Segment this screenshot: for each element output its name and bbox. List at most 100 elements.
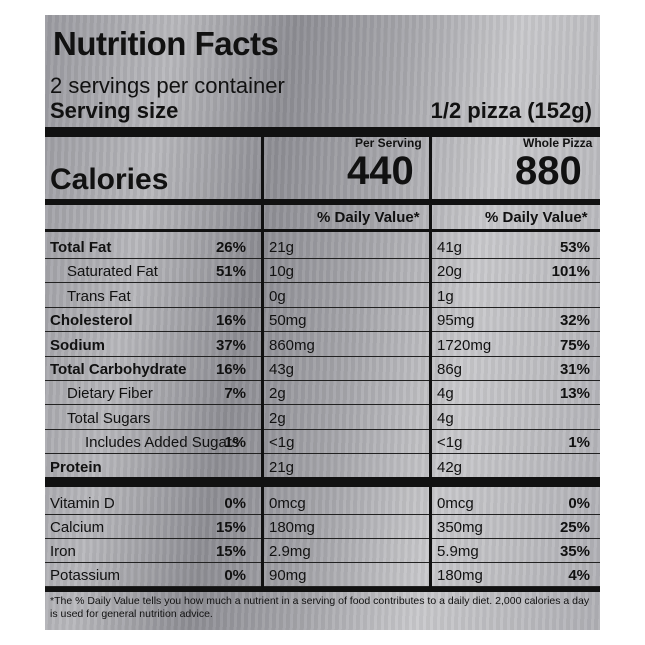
whole-amount: 350mg — [437, 519, 483, 536]
serving-daily-value: 0% — [224, 495, 246, 512]
nutrient-row: Dietary Fiber 2g 7% 4g 13% — [45, 381, 600, 406]
nutrient-name: Saturated Fat — [67, 263, 158, 281]
row-rule — [45, 428, 600, 430]
whole-amount: 1720mg — [437, 336, 492, 354]
dv-divider — [45, 229, 600, 232]
whole-daily-value: 75% — [559, 336, 590, 354]
whole-daily-value: 31% — [559, 361, 590, 378]
nutrient-row: Saturated Fat 10g 51% 20g 101% — [45, 259, 600, 284]
nutrient-row: Total Carbohydrate 43g 16% 86g 31% — [45, 357, 600, 381]
serving-amount: 2g — [269, 409, 286, 427]
row-rule — [45, 514, 600, 515]
nutrient-row: Total Fat 21g 26% 41g 53% — [45, 235, 600, 259]
whole-amount: 86g — [437, 361, 463, 378]
whole-amount: <1g — [437, 434, 463, 452]
whole-daily-value: 32% — [559, 312, 590, 330]
serving-daily-value: 0% — [224, 567, 246, 584]
nutrient-row: Protein 21g 42g — [45, 455, 600, 479]
nutrient-name: Sodium — [50, 336, 105, 354]
whole-amount: 4g — [437, 409, 454, 427]
whole-daily-value: 35% — [559, 543, 590, 560]
calories-label: Calories — [50, 163, 169, 196]
nutrient-name: Cholesterol — [50, 312, 133, 330]
serving-amount: 2.9mg — [269, 543, 311, 560]
serving-amount: <1g — [269, 434, 295, 452]
whole-pizza-header: Whole Pizza — [523, 136, 593, 150]
whole-daily-value: 4% — [568, 567, 590, 584]
thick-divider — [45, 127, 600, 137]
row-rule — [45, 562, 600, 563]
nutrient-row: Sodium 860mg 37% 1720mg 75% — [45, 333, 600, 357]
serving-daily-value: 7% — [224, 385, 246, 403]
whole-amount: 4g — [437, 385, 454, 403]
serving-daily-value: 26% — [215, 239, 246, 256]
row-rule — [45, 586, 600, 587]
servings-per-container: 2 servings per container — [50, 73, 285, 98]
nutrient-name: Dietary Fiber — [67, 385, 153, 403]
serving-amount: 43g — [269, 361, 295, 378]
serving-amount: 21g — [269, 458, 295, 476]
nutrient-row: Trans Fat 0g 1g — [45, 284, 600, 308]
vitamin-row: Calcium 180mg 15% 350mg 25% — [45, 515, 600, 539]
whole-amount: 20g — [437, 263, 463, 281]
whole-amount: 95mg — [437, 312, 475, 330]
row-rule — [45, 538, 600, 539]
nutrient-name: Protein — [50, 458, 102, 476]
vitamin-row: Vitamin D 0mcg 0% 0mcg 0% — [45, 491, 600, 515]
serving-amount: 2g — [269, 385, 286, 403]
whole-daily-value: 25% — [559, 519, 590, 536]
calories-per-serving: 440 — [347, 149, 414, 193]
nutrition-label: Nutrition Facts 2 servings per container… — [45, 15, 600, 630]
whole-daily-value: 13% — [559, 385, 590, 403]
nutrient-name: Iron — [50, 543, 76, 560]
whole-amount: 41g — [437, 239, 463, 256]
whole-daily-value: 1% — [568, 434, 590, 452]
nutrient-name: Calcium — [50, 519, 105, 536]
row-rule — [45, 282, 600, 284]
dv-header-serving: % Daily Value* — [317, 209, 420, 226]
column-divider-right — [429, 127, 432, 592]
nutrient-name: Trans Fat — [67, 287, 131, 305]
serving-amount: 180mg — [269, 519, 315, 536]
whole-amount: 1g — [437, 287, 454, 305]
whole-daily-value: 0% — [568, 495, 590, 512]
serving-amount: 860mg — [269, 336, 315, 354]
row-rule — [45, 453, 600, 455]
label-title: Nutrition Facts — [53, 25, 279, 62]
whole-amount: 42g — [437, 458, 463, 476]
calories-whole: 880 — [515, 149, 582, 193]
serving-daily-value: 37% — [215, 336, 246, 354]
serving-amount: 50mg — [269, 312, 307, 330]
nutrient-row: Cholesterol 50mg 16% 95mg 32% — [45, 308, 600, 333]
nutrient-name: Total Fat — [50, 239, 112, 256]
footnote-divider — [45, 587, 600, 592]
whole-amount: 5.9mg — [437, 543, 479, 560]
row-rule — [45, 306, 600, 308]
nutrient-name: Vitamin D — [50, 495, 115, 512]
serving-daily-value: 15% — [215, 519, 246, 536]
column-divider-left — [261, 127, 264, 592]
protein-divider — [45, 477, 600, 487]
dv-header-whole: % Daily Value* — [485, 209, 588, 226]
row-rule — [45, 380, 600, 381]
nutrient-name: Includes Added Sugars — [85, 434, 240, 452]
footnote: *The % Daily Value tells you how much a … — [50, 595, 590, 620]
calories-divider — [45, 199, 600, 205]
whole-amount: 180mg — [437, 567, 483, 584]
whole-daily-value: 101% — [551, 263, 590, 281]
whole-amount: 0mcg — [437, 495, 474, 512]
vitamin-row: Potassium 90mg 0% 180mg 4% — [45, 563, 600, 587]
serving-amount: 0g — [269, 287, 286, 305]
row-rule — [45, 258, 600, 259]
serving-size-value: 1/2 pizza (152g) — [430, 98, 592, 123]
serving-daily-value: 51% — [215, 263, 246, 281]
serving-size-label: Serving size — [50, 98, 179, 123]
whole-daily-value: 53% — [559, 239, 590, 256]
serving-daily-value: 15% — [215, 543, 246, 560]
row-rule — [45, 331, 600, 333]
serving-daily-value: 16% — [215, 312, 246, 330]
serving-amount: 0mcg — [269, 495, 306, 512]
serving-daily-value: 1% — [224, 434, 246, 452]
serving-amount: 10g — [269, 263, 295, 281]
serving-amount: 21g — [269, 239, 295, 256]
